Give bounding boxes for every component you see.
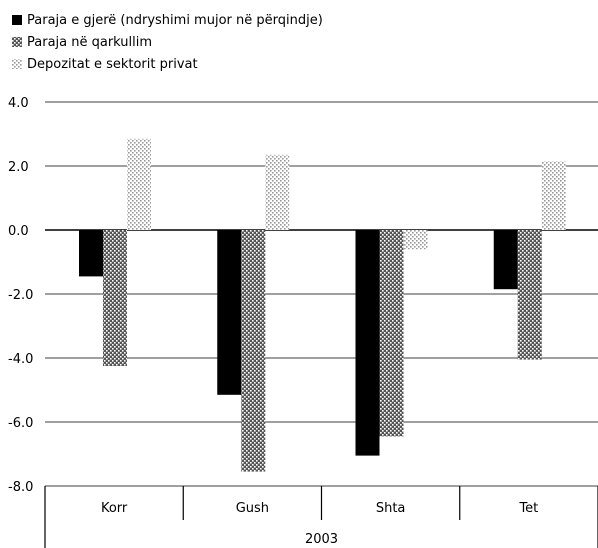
x-group-label: 2003	[305, 532, 338, 547]
bar-shta-series-1	[355, 230, 380, 456]
bar-shta-series-2	[379, 230, 404, 437]
bar-gush-series-3	[265, 154, 290, 230]
x-tick-label: Tet	[518, 501, 538, 516]
legend-label-1: Paraja e gjerë (ndryshimi mujor në përqi…	[27, 13, 323, 28]
y-tick-label: -4.0	[8, 352, 33, 367]
legend: Paraja e gjerë (ndryshimi mujor në përqi…	[12, 13, 323, 72]
bar-korr-series-3	[127, 138, 151, 230]
bar-gush-series-2	[241, 230, 266, 472]
bars	[79, 138, 566, 472]
legend-swatch-1	[12, 15, 22, 25]
x-tick-label: Korr	[101, 501, 128, 516]
bar-tet-series-2	[517, 230, 542, 360]
y-tick-label: -2.0	[8, 288, 33, 303]
y-tick-label: -8.0	[8, 480, 33, 495]
y-tick-label: 4.0	[8, 96, 29, 111]
bar-korr-series-2	[103, 230, 127, 366]
y-tick-label: 2.0	[8, 160, 29, 175]
bar-korr-series-1	[79, 230, 103, 277]
bar-shta-series-3	[403, 230, 428, 250]
x-tick-label: Shta	[376, 501, 406, 516]
legend-swatch-2	[12, 37, 22, 47]
legend-label-2: Paraja në qarkullim	[27, 35, 152, 50]
x-axis: Korr Gush Shta Tet 2003	[44, 486, 598, 548]
y-tick-label: -6.0	[8, 416, 33, 431]
x-tick-label: Gush	[236, 501, 269, 516]
y-tick-label: 0.0	[8, 224, 29, 239]
bar-tet-series-1	[493, 230, 518, 290]
bar-gush-series-1	[217, 230, 242, 395]
bar-tet-series-3	[541, 161, 566, 230]
legend-swatch-3	[12, 59, 22, 69]
y-axis-ticks: 4.0 2.0 0.0 -2.0 -4.0 -6.0 -8.0	[8, 96, 33, 495]
legend-label-3: Depozitat e sektorit privat	[27, 57, 198, 72]
